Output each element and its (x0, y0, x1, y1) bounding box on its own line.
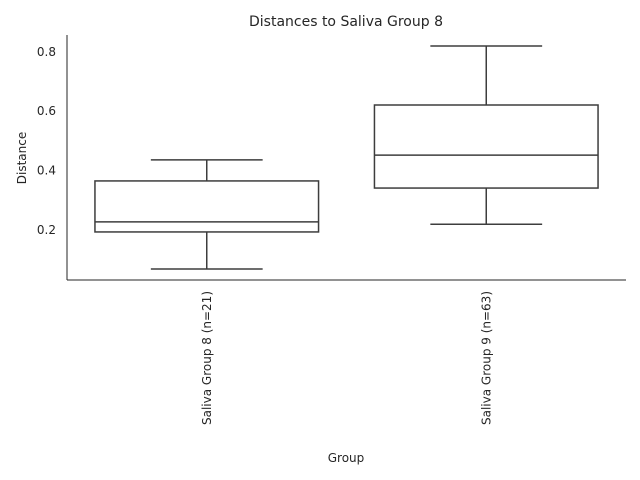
chart-title: Distances to Saliva Group 8 (249, 14, 443, 30)
box (94, 180, 320, 233)
y-tick-label: 0.2 (37, 223, 56, 237)
x-tick-label: Saliva Group 8 (n=21) (200, 291, 214, 425)
y-tick-label: 0.6 (37, 104, 56, 118)
y-tick-label: 0.8 (37, 45, 56, 59)
y-tick-label: 0.4 (37, 164, 56, 178)
y-axis-label: Distance (15, 132, 29, 184)
x-axis-label: Group (328, 451, 365, 465)
x-tick-label: Saliva Group 9 (n=63) (479, 291, 493, 425)
box (373, 104, 599, 189)
